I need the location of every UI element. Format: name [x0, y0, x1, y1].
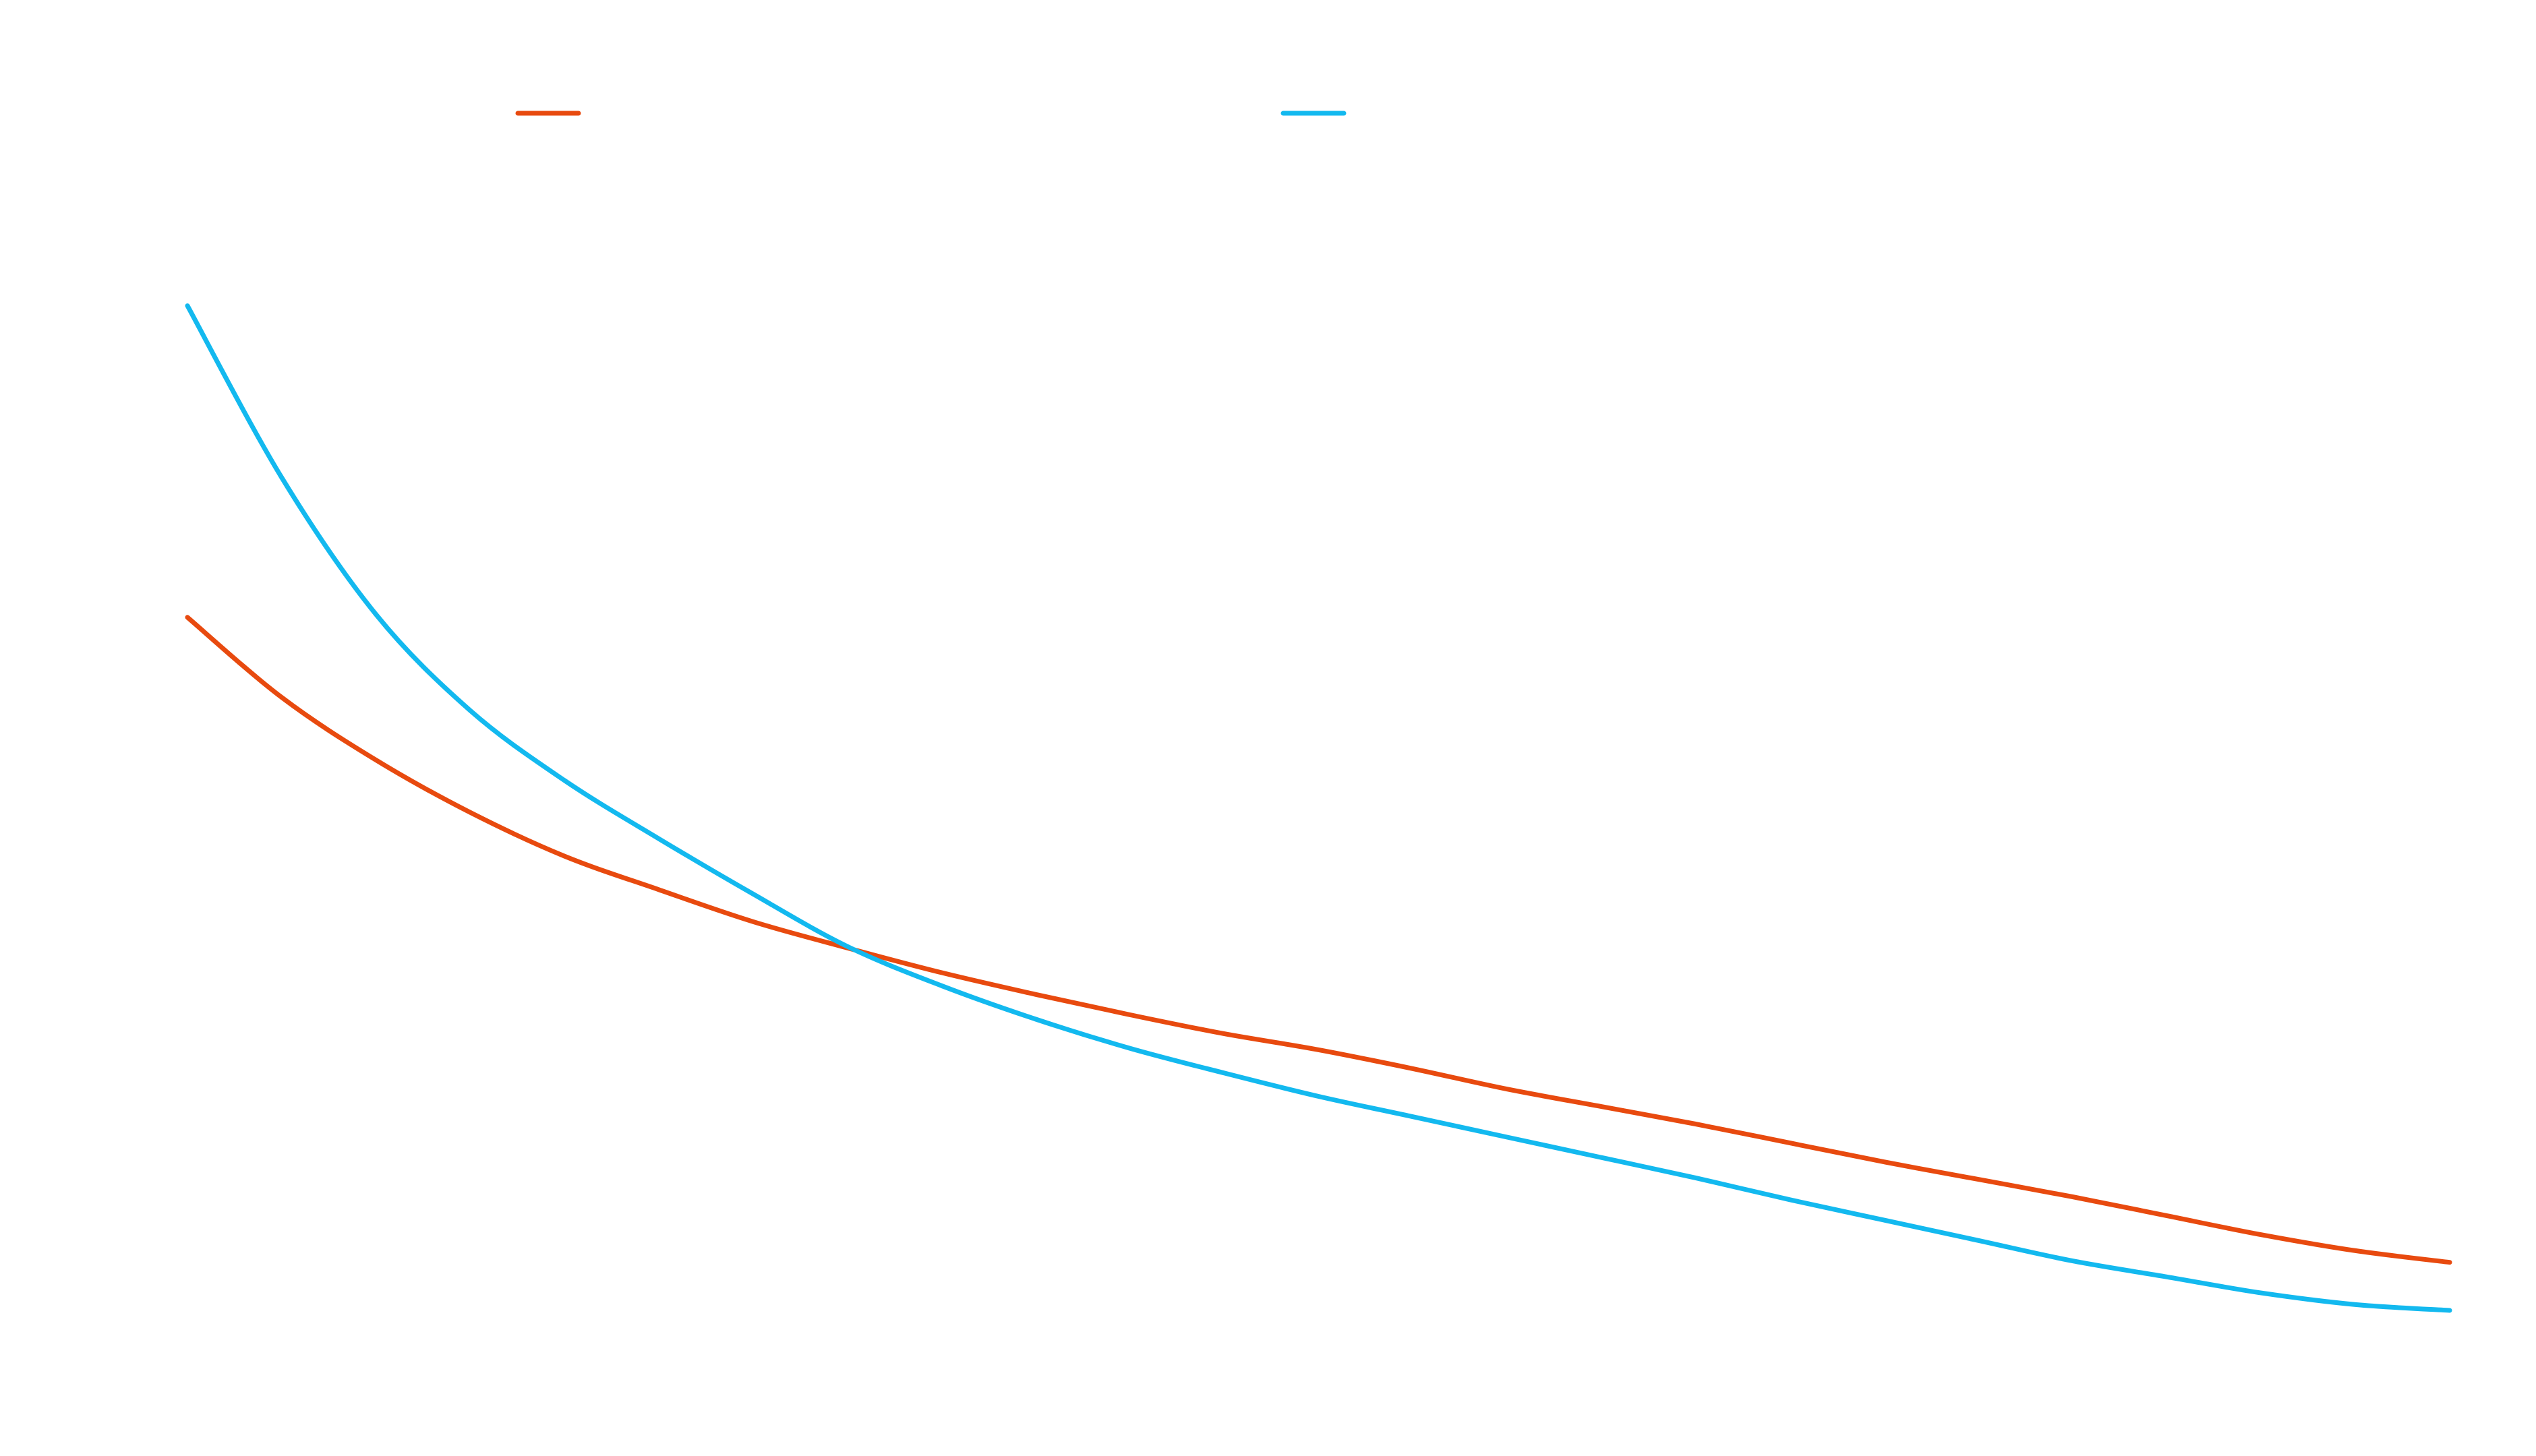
series-line-2 — [185, 303, 2452, 1313]
series-line-1 — [185, 615, 2452, 1265]
plot-area — [185, 303, 2452, 1313]
